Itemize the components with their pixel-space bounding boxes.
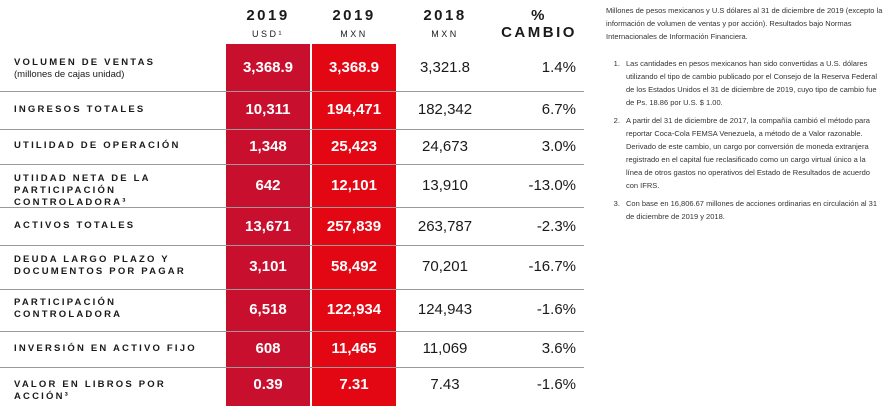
row-label: Utilidad de operación bbox=[14, 140, 181, 151]
row-label: Ingresos totales bbox=[14, 104, 146, 115]
value-2019-usd: 642 bbox=[255, 177, 281, 194]
value-2019-usd: 3,368.9 bbox=[242, 59, 294, 76]
row-label: Participación controladora bbox=[14, 297, 123, 320]
value-change: 3.0% bbox=[541, 138, 576, 155]
value-2019-mxn: 257,839 bbox=[326, 218, 382, 235]
value-2018-mxn: 182,342 bbox=[417, 101, 473, 118]
value-2018-mxn: 124,943 bbox=[417, 301, 473, 318]
footnotes-list: Las cantidades en pesos mexicanos han si… bbox=[606, 57, 884, 223]
table-row: Participación controladora 6,518 122,934… bbox=[0, 290, 590, 330]
footnotes-panel: Millones de pesos mexicanos y U.S dólare… bbox=[606, 4, 884, 228]
row-label: Activos totales bbox=[14, 220, 136, 231]
header-year: 2019 bbox=[246, 7, 290, 24]
row-divider bbox=[0, 367, 584, 368]
value-2019-mxn: 3,368.9 bbox=[328, 59, 380, 76]
row-divider bbox=[0, 91, 584, 92]
value-change: 3.6% bbox=[541, 340, 576, 357]
row-divider bbox=[0, 331, 584, 332]
footnote-item: Con base en 16,806.67 millones de accion… bbox=[622, 197, 884, 223]
header-year: 2018 bbox=[423, 7, 467, 24]
value-2018-mxn: 3,321.8 bbox=[419, 59, 471, 76]
row-label: Utiidad neta de la participación control… bbox=[14, 173, 151, 208]
value-2018-mxn: 7.43 bbox=[430, 376, 460, 393]
header-2019-mxn: 2019 MXN bbox=[312, 0, 396, 44]
value-2019-mxn: 194,471 bbox=[326, 101, 382, 118]
value-2019-usd: 1,348 bbox=[249, 138, 287, 155]
value-2018-mxn: 24,673 bbox=[422, 138, 468, 155]
value-2019-usd: 10,311 bbox=[245, 101, 291, 118]
table-row: Valor en libros por acción³ 0.39 7.31 7.… bbox=[0, 368, 590, 406]
row-label: Volumen de ventas (millones de cajas unid… bbox=[14, 57, 219, 81]
value-change: -1.6% bbox=[536, 301, 576, 318]
header-year: 2019 bbox=[332, 7, 376, 24]
value-2018-mxn: 70,201 bbox=[422, 258, 468, 275]
header-year: % CAMBIO bbox=[501, 7, 577, 41]
value-2019-mxn: 7.31 bbox=[339, 376, 369, 393]
value-change: 1.4% bbox=[541, 59, 576, 76]
value-2019-mxn: 25,423 bbox=[331, 138, 377, 155]
value-2019-usd: 608 bbox=[255, 340, 281, 357]
value-change: -2.3% bbox=[536, 218, 576, 235]
value-2019-mxn: 12,101 bbox=[331, 177, 377, 194]
row-divider bbox=[0, 245, 584, 246]
value-change: -16.7% bbox=[528, 258, 576, 275]
value-2019-usd: 6,518 bbox=[249, 301, 287, 318]
financial-highlights-table: 2019 USD¹ 2019 MXN 2018 MXN % CAMBIO Vol… bbox=[0, 0, 590, 406]
row-divider bbox=[0, 164, 584, 165]
table-row: Utiidad neta de la participación control… bbox=[0, 165, 590, 208]
value-change: -13.0% bbox=[528, 177, 576, 194]
value-2018-mxn: 263,787 bbox=[417, 218, 473, 235]
row-divider bbox=[0, 207, 584, 208]
row-sublabel: (millones de cajas unidad) bbox=[14, 69, 125, 80]
notes-intro: Millones de pesos mexicanos y U.S dólare… bbox=[606, 6, 883, 41]
value-change: 6.7% bbox=[541, 101, 576, 118]
footnote-item: Las cantidades en pesos mexicanos han si… bbox=[622, 57, 884, 109]
row-label: Deuda largo plazo y documentos por pagar bbox=[14, 254, 186, 277]
header-currency: USD¹ bbox=[252, 29, 284, 39]
header-currency: MXN bbox=[431, 29, 459, 39]
row-label: Inversión en activo fijo bbox=[14, 343, 197, 354]
header-change: % CAMBIO bbox=[494, 0, 584, 44]
header-2019-usd: 2019 USD¹ bbox=[226, 0, 310, 44]
row-divider bbox=[0, 129, 584, 130]
value-2018-mxn: 13,910 bbox=[422, 177, 468, 194]
row-label: Valor en libros por acción³ bbox=[14, 379, 166, 402]
header-currency: MXN bbox=[340, 29, 368, 39]
value-2019-mxn: 58,492 bbox=[331, 258, 377, 275]
usd-column-background bbox=[226, 44, 310, 406]
mxn-column-background bbox=[312, 44, 396, 406]
row-divider bbox=[0, 289, 584, 290]
value-2019-mxn: 11,465 bbox=[331, 340, 377, 357]
value-2018-mxn: 11,069 bbox=[422, 340, 468, 357]
footnote-item: A partir del 31 de diciembre de 2017, la… bbox=[622, 114, 884, 192]
table-row: Inversión en activo fijo 608 11,465 11,0… bbox=[0, 332, 590, 366]
value-change: -1.6% bbox=[536, 376, 576, 393]
header-2018-mxn: 2018 MXN bbox=[398, 0, 492, 44]
table-row: Ingresos totales 10,311 194,471 182,342 … bbox=[0, 92, 590, 128]
value-2019-mxn: 122,934 bbox=[326, 301, 382, 318]
value-2019-usd: 3,101 bbox=[249, 258, 287, 275]
table-row: Activos totales 13,671 257,839 263,787 -… bbox=[0, 208, 590, 244]
value-2019-usd: 13,671 bbox=[245, 218, 291, 235]
value-2019-usd: 0.39 bbox=[253, 376, 283, 393]
table-row: Deuda largo plazo y documentos por pagar… bbox=[0, 246, 590, 288]
table-row: Volumen de ventas (millones de cajas unid… bbox=[0, 44, 590, 90]
table-row: Utilidad de operación 1,348 25,423 24,67… bbox=[0, 130, 590, 163]
